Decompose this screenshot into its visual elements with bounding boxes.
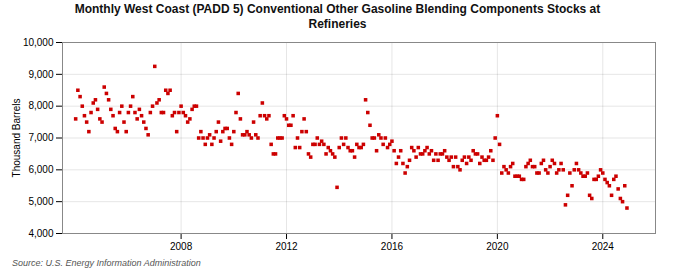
svg-text:7,000: 7,000 — [28, 132, 53, 143]
html-text:Monthly West Coast (PADD 5) Co: Monthly West Coast (PADD 5) Conventional… — [74, 2, 601, 16]
svg-text:2008: 2008 — [170, 241, 193, 252]
svg-text:4,000: 4,000 — [28, 228, 53, 239]
svg-text:8,000: 8,000 — [28, 100, 53, 111]
svg-text:2020: 2020 — [486, 241, 509, 252]
svg-text:Thousand Barrels: Thousand Barrels — [11, 99, 22, 178]
svg-text:5,000: 5,000 — [28, 196, 53, 207]
svg-text:2024: 2024 — [592, 241, 615, 252]
svg-text:6,000: 6,000 — [28, 164, 53, 175]
html-text:Source: U.S. Energy Informatio: Source: U.S. Energy Information Administ… — [12, 258, 201, 268]
svg-text:10,000: 10,000 — [23, 37, 54, 48]
svg-text:9,000: 9,000 — [28, 69, 53, 80]
svg-text:2012: 2012 — [275, 241, 298, 252]
svg-text:2016: 2016 — [381, 241, 404, 252]
html-text:Refineries: Refineries — [308, 17, 367, 31]
